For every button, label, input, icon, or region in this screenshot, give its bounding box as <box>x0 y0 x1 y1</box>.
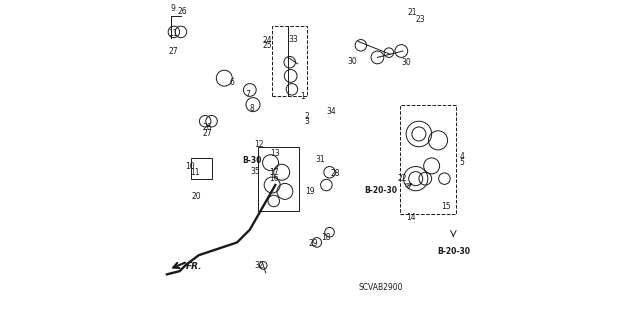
Text: 27: 27 <box>203 129 212 137</box>
Text: SCVAB2900: SCVAB2900 <box>358 283 403 292</box>
Text: B-20-30: B-20-30 <box>437 247 470 256</box>
Text: 27: 27 <box>168 47 178 56</box>
Text: 20: 20 <box>191 192 201 201</box>
Text: 21: 21 <box>407 8 417 17</box>
Text: 7: 7 <box>246 90 251 99</box>
Text: FR.: FR. <box>186 262 202 271</box>
Text: 16: 16 <box>269 174 278 182</box>
Text: 6: 6 <box>230 78 235 87</box>
Text: 5: 5 <box>460 158 465 167</box>
Text: 11: 11 <box>168 29 178 38</box>
Text: 30: 30 <box>347 57 356 66</box>
Text: 32: 32 <box>255 261 264 270</box>
Text: 28: 28 <box>331 169 340 178</box>
Text: 25: 25 <box>262 41 272 50</box>
Text: 9: 9 <box>171 4 176 13</box>
Bar <box>400 105 456 214</box>
Text: 35: 35 <box>251 167 260 176</box>
Text: 23: 23 <box>416 15 426 24</box>
Text: 31: 31 <box>315 155 325 164</box>
Text: 8: 8 <box>249 104 254 113</box>
Text: 18: 18 <box>321 233 330 242</box>
Text: 26: 26 <box>203 123 212 132</box>
Text: 29: 29 <box>309 239 319 248</box>
Text: B-20-30: B-20-30 <box>364 186 397 195</box>
Text: B-30: B-30 <box>243 156 262 165</box>
Text: 33: 33 <box>289 35 298 44</box>
Text: 19: 19 <box>306 187 316 196</box>
Text: 34: 34 <box>326 107 336 116</box>
Text: 2: 2 <box>304 112 309 121</box>
Bar <box>272 26 307 96</box>
Bar <box>191 158 212 179</box>
Text: 4: 4 <box>460 152 465 161</box>
Text: 22: 22 <box>397 174 407 183</box>
Text: 24: 24 <box>262 36 272 45</box>
Text: 30: 30 <box>402 58 412 67</box>
Text: 3: 3 <box>304 117 309 126</box>
Text: 1: 1 <box>300 92 305 101</box>
Text: 26: 26 <box>177 7 187 16</box>
Text: 10: 10 <box>185 162 195 171</box>
Bar <box>258 147 300 211</box>
Text: 12: 12 <box>255 140 264 149</box>
Text: 11: 11 <box>190 168 200 177</box>
Text: 15: 15 <box>442 202 451 211</box>
Text: 17: 17 <box>269 168 278 177</box>
Text: 14: 14 <box>406 213 415 222</box>
Text: 13: 13 <box>271 149 280 158</box>
